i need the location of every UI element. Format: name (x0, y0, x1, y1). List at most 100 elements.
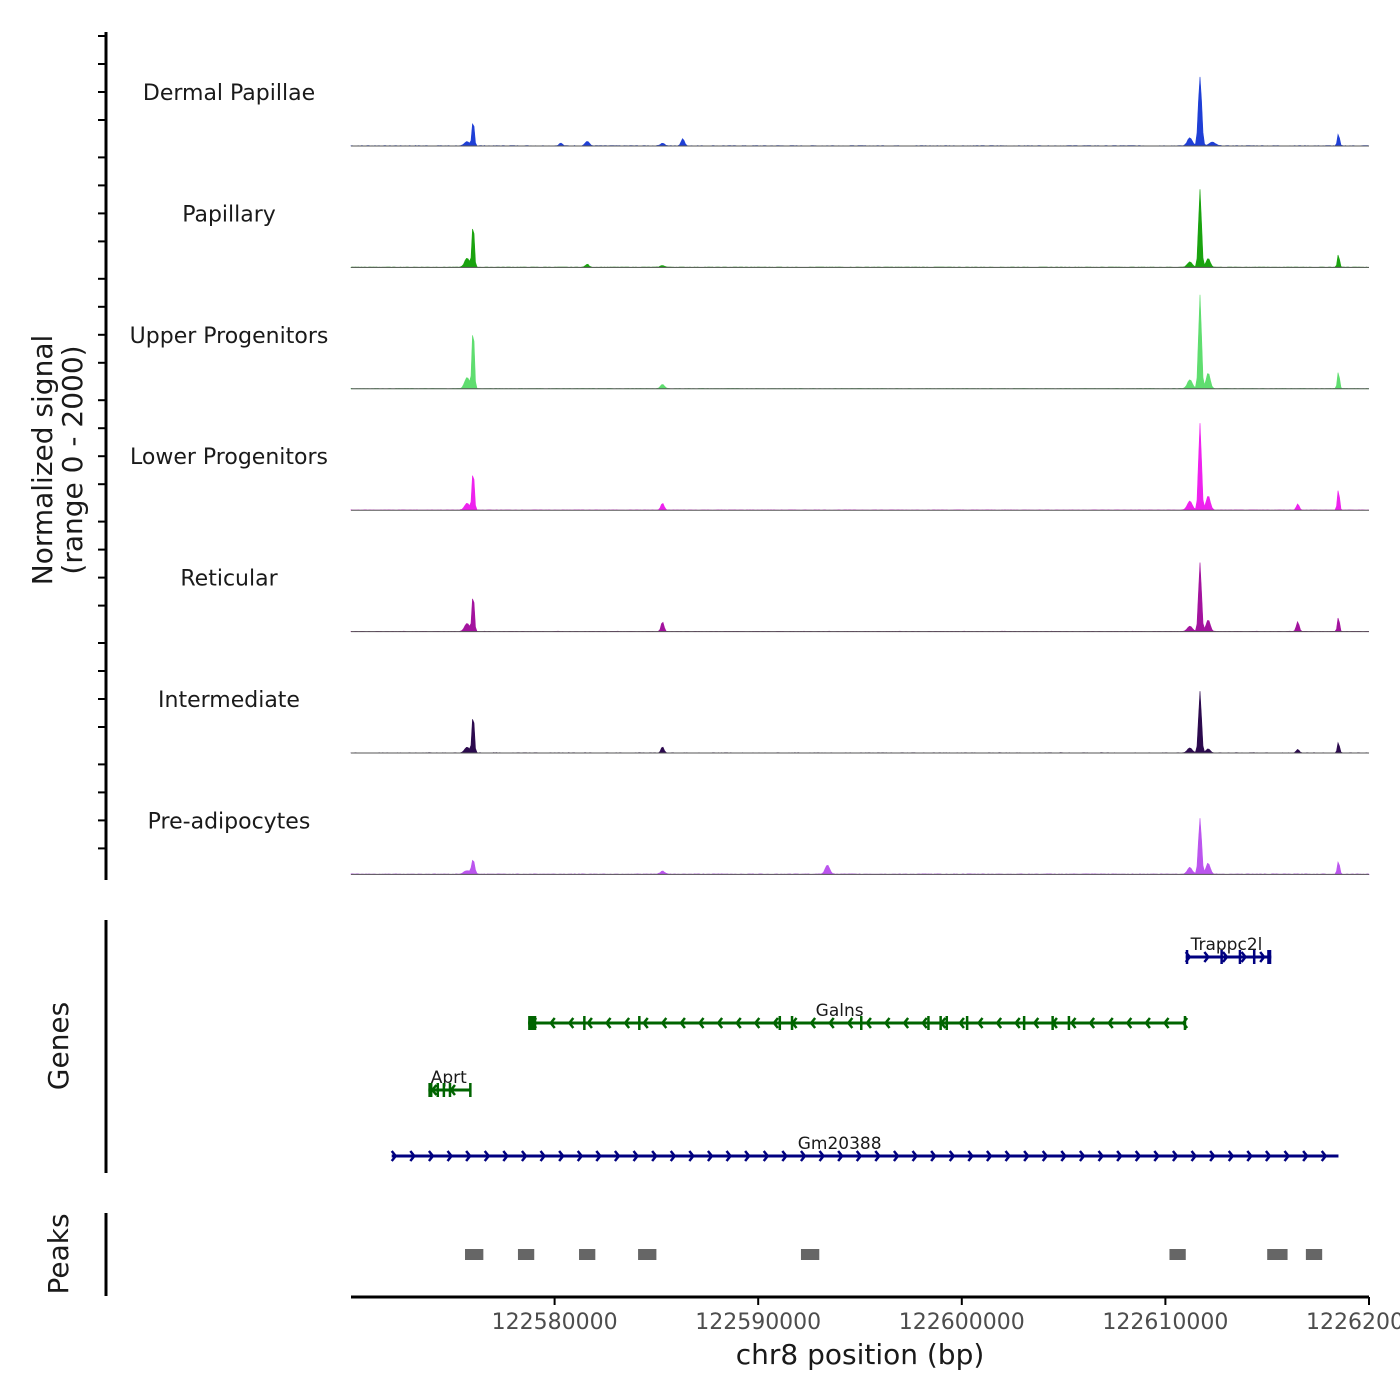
signal-area (350, 691, 1370, 754)
strand-arrow (427, 1150, 435, 1162)
peak-region (800, 1249, 820, 1260)
track-label: Intermediate (158, 688, 300, 713)
strand-arrow (669, 1150, 677, 1162)
peak-region (465, 1249, 484, 1260)
strand-arrow (1069, 1017, 1077, 1029)
signal-area (350, 294, 1370, 390)
strand-arrow (446, 1150, 454, 1162)
strand-arrow (1209, 1150, 1216, 1162)
gene-exon (1183, 1016, 1187, 1030)
strand-arrow (1264, 1150, 1272, 1162)
signal-track: Intermediate (158, 688, 1370, 754)
strand-arrow (409, 1150, 416, 1162)
strand-arrow (799, 1150, 807, 1162)
y-axis-title-line-1: Normalized signal (26, 335, 59, 586)
strand-arrow (1320, 1150, 1328, 1162)
signal-area (350, 76, 1370, 147)
gene-model: Galns (528, 1001, 1189, 1030)
strand-arrow (735, 1017, 742, 1029)
strand-arrow (502, 1150, 509, 1162)
signal-y-axis-ticks (98, 35, 106, 850)
x-axis-tick-label: 122590000 (695, 1310, 821, 1335)
signal-track: Pre-adipocytes (148, 809, 1371, 875)
strand-arrow (549, 1017, 556, 1029)
gene-exon (528, 1016, 537, 1030)
signal-track: Lower Progenitors (130, 423, 1370, 511)
strand-arrow (902, 1017, 910, 1029)
strand-arrow (1259, 951, 1266, 963)
strand-arrow (921, 1017, 928, 1029)
track-label: Reticular (180, 567, 278, 592)
strand-arrow (1107, 1017, 1114, 1029)
strand-arrow (1221, 951, 1229, 963)
y-axis-title: Normalized signal (range 0 - 2000) (26, 335, 89, 586)
strand-arrow (967, 1150, 974, 1162)
strand-arrow (1227, 1150, 1235, 1162)
y-axis-title-line-2: (range 0 - 2000) (56, 345, 89, 574)
strand-arrow (623, 1017, 631, 1029)
strand-arrow (1125, 1017, 1133, 1029)
strand-arrow (976, 1017, 984, 1029)
strand-arrow (1162, 1017, 1170, 1029)
strand-arrow (567, 1017, 575, 1029)
strand-arrow (781, 1150, 788, 1162)
strand-arrow (958, 1017, 965, 1029)
gene-exon (945, 1016, 949, 1030)
strand-arrow (651, 1150, 658, 1162)
strand-arrow (1203, 951, 1210, 963)
gene-model: Trappc2l (1184, 935, 1272, 964)
x-axis-title: chr8 position (bp) (736, 1338, 985, 1371)
signal-track: Upper Progenitors (130, 294, 1370, 390)
strand-arrow (642, 1017, 649, 1029)
strand-arrow (985, 1150, 993, 1162)
strand-arrow (595, 1150, 602, 1162)
gene-exon (1051, 1016, 1054, 1030)
strand-arrow (1190, 1150, 1198, 1162)
gene-exon (638, 1016, 641, 1030)
gene-exon (583, 1016, 586, 1030)
track-label: Pre-adipocytes (148, 809, 311, 834)
strand-arrow (725, 1150, 733, 1162)
signal-area (350, 818, 1371, 875)
strand-arrow (1078, 1150, 1086, 1162)
strand-arrow (1097, 1150, 1105, 1162)
gene-exon (1022, 1016, 1026, 1030)
strand-arrow (828, 1017, 835, 1029)
strand-arrow (1088, 1017, 1096, 1029)
x-axis-tick-label: 122610000 (1102, 1310, 1228, 1335)
strand-arrow (892, 1150, 900, 1162)
peak-region (638, 1249, 657, 1260)
gene-model: Gm20388 (390, 1134, 1339, 1162)
gene-exon (469, 1083, 472, 1097)
strand-arrow (1283, 1150, 1291, 1162)
strand-arrow (818, 1150, 826, 1162)
gene-exon (1238, 950, 1242, 964)
strand-arrow (1004, 1150, 1012, 1162)
gene-model: Aprt (428, 1068, 472, 1097)
gene-exon (1267, 950, 1272, 964)
strand-arrow (1060, 1150, 1067, 1162)
peak-region (517, 1249, 535, 1260)
track-label: Papillary (182, 202, 276, 227)
genes-panel-label: Genes (42, 1002, 75, 1090)
strand-arrow (483, 1150, 491, 1162)
strand-arrow (1302, 1150, 1309, 1162)
strand-arrow (1144, 1017, 1151, 1029)
strand-arrow (1240, 951, 1248, 963)
strand-arrow (772, 1017, 779, 1029)
strand-arrow (586, 1017, 593, 1029)
gene-exon (778, 1016, 782, 1030)
strand-arrow (576, 1150, 584, 1162)
gene-exon (1220, 950, 1223, 964)
gene-exon (428, 1083, 433, 1097)
gene-exon (448, 1083, 452, 1097)
strand-arrow (716, 1017, 724, 1029)
strand-arrow (660, 1017, 668, 1029)
track-label: Upper Progenitors (130, 324, 329, 349)
signal-track: Dermal Papillae (143, 76, 1370, 147)
strand-arrow (1023, 1150, 1030, 1162)
strand-arrow (948, 1150, 956, 1162)
strand-arrow (688, 1150, 695, 1162)
gene-exon (1252, 950, 1256, 964)
